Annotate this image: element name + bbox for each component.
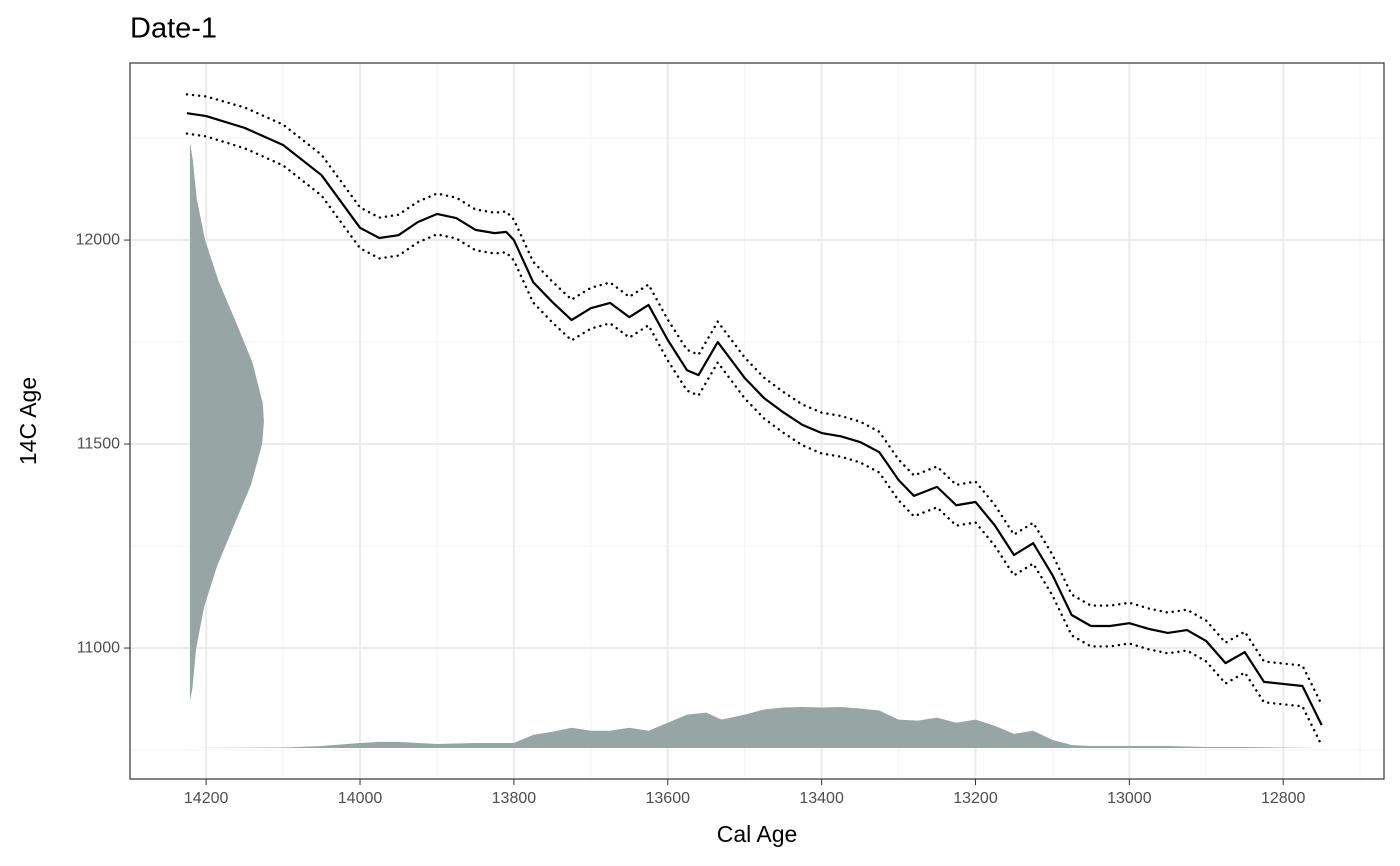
x-tick-label: 12800: [1261, 790, 1306, 807]
y-axis-title: 14C Age: [15, 377, 41, 465]
calendar-density: [186, 707, 1322, 748]
y-tick-label: 11500: [77, 435, 120, 452]
x-tick-label: 13800: [492, 790, 537, 807]
y-tick-label: 11000: [77, 639, 120, 656]
panel-border: [129, 62, 1385, 780]
x-tick-label: 14000: [338, 790, 383, 807]
chart-title: Date-1: [130, 13, 217, 45]
radiocarbon-density: [189, 142, 264, 702]
x-tick-label: 13400: [799, 790, 844, 807]
x-tick-label: 14200: [184, 790, 229, 807]
interval-line: [185, 93, 1323, 706]
calibration-curve: [186, 112, 1323, 726]
x-tick-label: 13600: [646, 790, 691, 807]
y-tick-label: 12000: [76, 231, 121, 248]
interval-line: [185, 132, 1323, 747]
x-axis-title: Cal Age: [717, 821, 798, 847]
x-tick-label: 13200: [953, 790, 998, 807]
x-tick-label: 13000: [1107, 790, 1152, 807]
